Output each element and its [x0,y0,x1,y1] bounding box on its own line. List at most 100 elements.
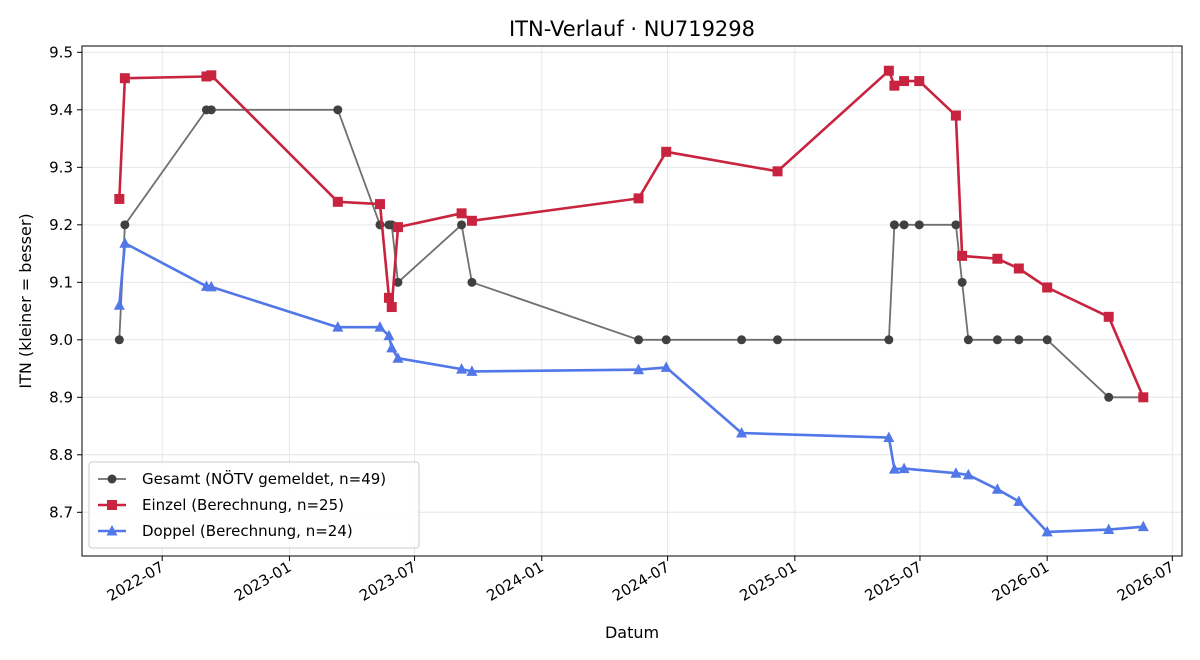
data-point [1103,311,1114,322]
plot-frame [81,45,1183,557]
data-point [383,329,395,341]
data-point [951,220,961,230]
y-axis-label: ITN (kleiner = besser) [16,213,35,388]
data-point [332,321,344,332]
y-tick-label: 9.5 [49,43,73,61]
legend-label: Doppel (Berechnung, n=24) [142,522,353,540]
data-point [113,299,125,310]
data-point [386,341,398,353]
data-point [736,426,748,438]
data-point [392,352,404,363]
data-point [883,431,895,443]
data-point [374,321,386,332]
data-point [992,253,1003,264]
legend: Gesamt (NÖTV gemeldet, n=49) Einzel (Bere… [88,461,420,549]
data-point [737,335,747,345]
legend-items: Gesamt (NÖTV gemeldet, n=49) Einzel (Bere… [98,469,386,540]
data-point [456,363,468,374]
y-tick-label: 8.9 [49,388,73,406]
data-point [950,467,962,478]
data-point [1103,523,1115,535]
data-point [889,220,899,230]
data-point [884,335,894,345]
data-point [992,335,1002,345]
data-point [963,335,973,345]
legend-entry-einzel: Einzel (Berechnung, n=25) [98,496,344,514]
data-point [991,483,1003,494]
data-point [772,166,783,177]
data-point [120,220,130,230]
data-point [888,463,900,474]
data-point [899,220,909,230]
data-point [119,73,130,84]
data-point [899,76,910,87]
data-point [634,335,644,345]
chart-title: ITN-Verlauf · NU719298 [509,17,755,41]
y-tick-label: 9.4 [49,101,73,119]
y-tick-label: 8.7 [49,503,73,521]
data-point [1138,392,1149,403]
data-point [466,215,477,226]
data-point [114,193,125,204]
data-point [383,292,394,303]
data-point [456,208,467,219]
data-point [661,146,672,157]
y-tick-label: 8.8 [49,446,73,464]
legend-frame [88,461,420,549]
data-point [386,302,397,313]
data-point [374,199,385,210]
data-point [467,277,477,287]
data-point [950,110,961,121]
data-point [633,193,644,204]
data-point [466,365,478,376]
data-point [392,222,403,233]
data-point [914,76,925,87]
data-point [332,196,343,207]
data-point [333,105,343,115]
data-point [1042,282,1053,293]
data-point [206,105,216,115]
data-point [962,468,974,480]
series-gesamt [114,105,1148,402]
y-tick-label: 9.1 [49,273,73,291]
legend-label: Gesamt (NÖTV gemeldet, n=49) [142,469,386,488]
data-point [1137,520,1149,532]
data-point [633,363,645,375]
data-point [889,80,900,91]
data-point [957,277,967,287]
data-point [393,277,403,287]
legend-label: Einzel (Berechnung, n=25) [142,496,344,514]
x-axis-label: Datum [605,623,659,642]
data-point [661,335,671,345]
y-tick-label: 9.0 [49,331,73,349]
legend-marker [106,525,118,536]
legend-entry-gesamt: Gesamt (NÖTV gemeldet, n=49) [98,469,386,488]
legend-entry-doppel: Doppel (Berechnung, n=24) [98,522,353,540]
data-point [205,280,217,292]
y-tick-label: 9.2 [49,216,73,234]
data-point [660,361,672,372]
data-point [1042,335,1052,345]
y-tick-label: 9.3 [49,158,73,176]
series-doppel [113,237,1149,537]
legend-marker [107,474,117,484]
data-point [114,335,124,345]
series-layer [113,65,1149,537]
data-point [883,65,894,76]
data-point [1041,525,1053,537]
data-point [957,250,968,261]
series-einzel [114,65,1149,403]
data-point [898,462,910,474]
legend-marker [107,500,117,510]
data-point [914,220,924,230]
data-point [1104,392,1114,402]
data-point [1014,335,1024,345]
data-point [773,335,783,345]
data-point [1013,263,1024,274]
data-point [1013,495,1025,506]
data-point [119,237,131,248]
data-point [457,220,467,230]
data-point [206,70,217,81]
